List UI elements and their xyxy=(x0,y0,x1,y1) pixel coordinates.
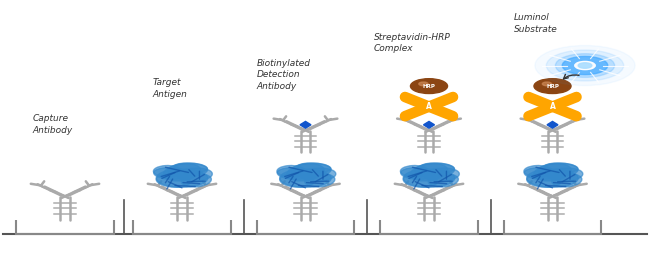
Ellipse shape xyxy=(428,174,458,187)
Text: Streptavidin-HRP
Complex: Streptavidin-HRP Complex xyxy=(374,32,450,53)
Polygon shape xyxy=(424,121,434,128)
Circle shape xyxy=(535,46,635,86)
Ellipse shape xyxy=(163,164,201,181)
Text: A: A xyxy=(549,102,556,111)
Circle shape xyxy=(555,54,615,77)
Ellipse shape xyxy=(287,164,324,181)
Ellipse shape xyxy=(421,163,454,173)
Ellipse shape xyxy=(291,163,331,177)
Ellipse shape xyxy=(280,173,314,187)
FancyArrowPatch shape xyxy=(564,74,579,79)
Ellipse shape xyxy=(156,169,208,187)
Circle shape xyxy=(417,102,441,111)
Ellipse shape xyxy=(400,166,429,177)
Ellipse shape xyxy=(305,174,335,187)
Ellipse shape xyxy=(400,168,434,179)
Ellipse shape xyxy=(524,168,558,179)
Ellipse shape xyxy=(415,163,454,177)
Ellipse shape xyxy=(177,168,213,181)
Circle shape xyxy=(541,102,564,111)
Circle shape xyxy=(562,56,608,75)
Text: Capture
Antibody: Capture Antibody xyxy=(32,114,73,135)
Circle shape xyxy=(419,82,428,86)
Ellipse shape xyxy=(534,164,571,181)
Circle shape xyxy=(534,79,571,94)
Ellipse shape xyxy=(424,168,460,181)
Ellipse shape xyxy=(277,168,311,179)
Ellipse shape xyxy=(410,164,448,181)
Ellipse shape xyxy=(526,169,578,187)
Circle shape xyxy=(542,82,552,86)
Circle shape xyxy=(411,79,447,94)
Ellipse shape xyxy=(277,166,305,177)
Polygon shape xyxy=(300,121,311,128)
Text: A: A xyxy=(426,102,432,111)
Ellipse shape xyxy=(526,173,561,187)
Ellipse shape xyxy=(538,163,578,177)
Text: HRP: HRP xyxy=(422,84,436,89)
Ellipse shape xyxy=(297,163,331,173)
Text: Biotinylated
Detection
Antibody: Biotinylated Detection Antibody xyxy=(257,58,311,91)
Ellipse shape xyxy=(174,163,207,173)
Ellipse shape xyxy=(168,163,207,177)
Ellipse shape xyxy=(280,169,332,187)
Ellipse shape xyxy=(547,168,583,181)
Ellipse shape xyxy=(403,169,455,187)
Circle shape xyxy=(546,50,623,81)
Ellipse shape xyxy=(403,173,437,187)
Ellipse shape xyxy=(552,174,582,187)
Polygon shape xyxy=(547,121,558,128)
Ellipse shape xyxy=(153,166,182,177)
Ellipse shape xyxy=(181,174,211,187)
Ellipse shape xyxy=(156,173,190,187)
Text: HRP: HRP xyxy=(546,84,559,89)
Ellipse shape xyxy=(300,168,336,181)
Ellipse shape xyxy=(544,163,578,173)
Ellipse shape xyxy=(153,168,187,179)
Text: Target
Antigen: Target Antigen xyxy=(153,78,188,99)
Text: Luminol
Substrate: Luminol Substrate xyxy=(514,13,557,34)
Circle shape xyxy=(578,63,592,68)
Ellipse shape xyxy=(524,166,552,177)
Circle shape xyxy=(575,61,595,70)
